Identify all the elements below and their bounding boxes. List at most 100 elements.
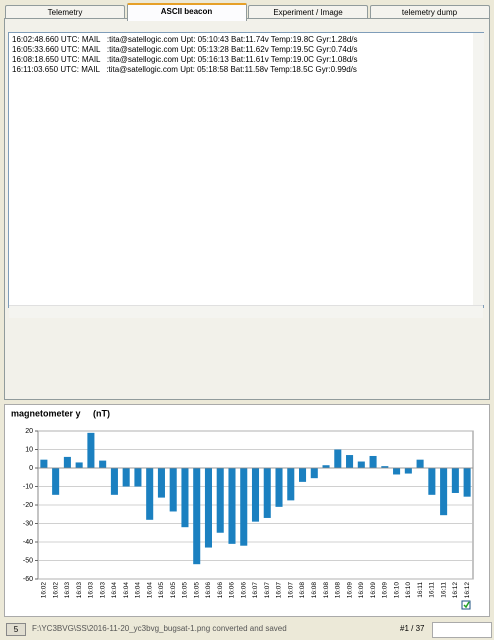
- bar: [369, 455, 377, 468]
- tab[interactable]: Experiment / Image: [248, 5, 368, 19]
- y-tick-label: -10: [23, 483, 33, 490]
- bar: [157, 468, 165, 498]
- bar: [451, 468, 459, 493]
- x-tick-label: 16:08: [311, 582, 318, 599]
- y-tick-label: 20: [25, 428, 33, 435]
- x-tick-label: 16:07: [287, 582, 294, 599]
- tab[interactable]: ASCII beacon: [126, 3, 247, 21]
- x-tick-label: 16:11: [429, 582, 436, 598]
- x-tick-label: 16:02: [52, 582, 59, 599]
- x-tick-label: 16:03: [64, 582, 71, 599]
- horizontal-scrollbar[interactable]: [9, 305, 483, 318]
- chart-panel: magnetometer y (nT) -60 -50 -40 -30 -20 -10 0 1…: [4, 404, 490, 617]
- bar: [63, 456, 71, 468]
- x-tick-label: 16:06: [229, 582, 236, 599]
- tab[interactable]: telemetry dump: [369, 5, 490, 19]
- bar: [440, 468, 448, 516]
- y-tick-label: -60: [23, 576, 33, 583]
- x-tick-label: 16:05: [170, 582, 177, 599]
- x-tick-label: 16:06: [217, 582, 224, 599]
- bar: [393, 468, 401, 475]
- x-tick-label: 16:08: [335, 582, 342, 599]
- x-tick-label: 16:12: [452, 582, 459, 599]
- bar: [346, 455, 354, 468]
- x-tick-label: 16:05: [193, 582, 200, 599]
- x-tick-label: 16:06: [240, 582, 247, 599]
- bar: [87, 432, 95, 468]
- x-tick-label: 16:11: [440, 582, 447, 598]
- record-scroller[interactable]: [432, 622, 492, 638]
- y-tick-label: -50: [23, 557, 33, 564]
- x-tick-label: 16:12: [464, 582, 471, 599]
- x-tick-label: 16:07: [264, 582, 271, 599]
- log-line: 16:08:18.650 UTC: MAIL :tita@satellogic.…: [12, 55, 358, 64]
- bar: [99, 460, 107, 468]
- bar: [463, 468, 471, 497]
- checkbox[interactable]: [461, 600, 471, 610]
- bar: [404, 468, 412, 474]
- x-tick-label: 16:05: [158, 582, 165, 599]
- bar: [122, 468, 130, 487]
- x-tick-label: 16:04: [135, 582, 142, 599]
- bar: [146, 468, 154, 520]
- bar: [40, 459, 48, 468]
- vertical-scrollbar[interactable]: [473, 33, 484, 305]
- log-line: 16:05:33.660 UTC: MAIL :tita@satellogic.…: [12, 45, 358, 54]
- y-tick-label: -20: [23, 502, 33, 509]
- bar: [275, 468, 283, 507]
- bar: [263, 468, 271, 518]
- bar: [322, 465, 330, 468]
- y-tick-label: 10: [25, 446, 33, 453]
- status-button[interactable]: 5: [6, 623, 26, 636]
- x-tick-label: 16:08: [299, 582, 306, 599]
- x-tick-label: 16:09: [370, 582, 377, 599]
- record-counter: #1 / 37: [400, 624, 425, 633]
- x-tick-label: 16:05: [182, 582, 189, 599]
- y-tick-label: -40: [23, 539, 33, 546]
- x-tick-label: 16:07: [276, 582, 283, 599]
- bar: [193, 468, 201, 565]
- bar: [110, 468, 118, 495]
- x-tick-label: 16:07: [252, 582, 259, 599]
- checkmark: [463, 601, 470, 609]
- x-tick-label: 16:04: [111, 582, 118, 599]
- bar: [75, 462, 83, 468]
- x-tick-label: 16:09: [382, 582, 389, 599]
- chart-title: magnetometer y (nT): [11, 408, 110, 418]
- bar: [381, 466, 389, 468]
- bar: [52, 468, 60, 495]
- x-tick-label: 16:03: [88, 582, 95, 599]
- chart: magnetometer y (nT) -60 -50 -40 -30 -20 -10 0 1…: [11, 408, 474, 610]
- x-tick-label: 16:09: [358, 582, 365, 599]
- bar: [310, 468, 318, 479]
- bar: [299, 468, 307, 482]
- bar: [216, 468, 224, 533]
- x-tick-label: 16:04: [146, 582, 153, 599]
- bar: [428, 468, 436, 495]
- tab[interactable]: Telemetry: [5, 5, 125, 19]
- x-tick-label: 16:11: [417, 582, 424, 598]
- x-tick-label: 16:03: [76, 582, 83, 599]
- bar: [416, 459, 424, 468]
- y-tick-label: -30: [23, 520, 33, 527]
- bar: [169, 468, 177, 512]
- bar: [357, 461, 365, 468]
- x-tick-label: 16:08: [323, 582, 330, 599]
- bar: [204, 468, 212, 548]
- x-tick-label: 16:03: [99, 582, 106, 599]
- bar: [287, 468, 295, 501]
- status-message: F:\YC3BVG\SS\2016-11-20_yc3bvg_bugsat-1.…: [32, 624, 287, 633]
- log-line: 16:02:48.660 UTC: MAIL :tita@satellogic.…: [12, 35, 358, 44]
- log-text-area[interactable]: 16:02:48.660 UTC: MAIL :tita@satellogic.…: [8, 32, 484, 308]
- x-tick-label: 16:10: [393, 582, 400, 599]
- bar: [251, 468, 260, 522]
- bar: [134, 468, 142, 487]
- bar: [240, 468, 248, 546]
- bar: [228, 468, 236, 544]
- x-tick-label: 16:06: [205, 582, 212, 599]
- x-tick-label: 16:10: [405, 582, 412, 599]
- bar: [181, 468, 189, 528]
- log-line: 16:11:03.650 UTC: MAIL :tita@satellogic.…: [12, 65, 357, 74]
- bar: [334, 449, 342, 468]
